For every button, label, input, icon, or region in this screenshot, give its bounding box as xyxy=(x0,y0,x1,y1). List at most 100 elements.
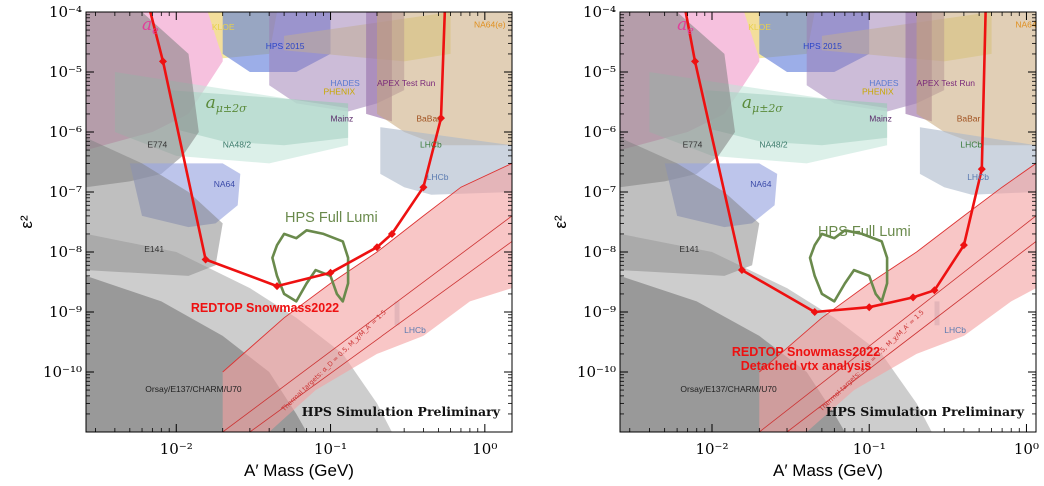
left-full-lumi-label: HPS Full Lumi xyxy=(285,210,378,226)
left-region-label: HPS 2015 xyxy=(266,41,305,51)
left-g2-label: aμ±2σ xyxy=(206,93,248,115)
left-region-label: Mainz xyxy=(331,113,354,123)
left-redtop-marker xyxy=(437,114,446,123)
left-ae-label-main: a xyxy=(142,15,152,35)
left-region-label: NA64(e) xyxy=(474,20,506,30)
left-region-label: APEX Test Run xyxy=(377,78,436,88)
left-ae-label: ae xyxy=(142,15,159,37)
right-thermal-edge-upper xyxy=(759,163,1036,373)
right-babar-region xyxy=(916,12,1036,146)
left-region-label: NA48/2 xyxy=(223,140,252,150)
right-full-lumi-contour xyxy=(808,229,889,303)
right-redtop-line xyxy=(684,12,987,314)
left-region-label: NA64 xyxy=(214,179,236,189)
left-ylabel: ε² xyxy=(17,215,36,229)
right-ytick-label: 10⁻⁷ xyxy=(583,183,616,201)
right-ytick-label: 10⁻⁹ xyxy=(583,303,616,321)
right-redtop-marker xyxy=(959,241,968,250)
right-preliminary-label: HPS Simulation Preliminary xyxy=(826,404,1025,419)
right-ylabel: ε² xyxy=(551,215,570,229)
left-thermal-edge-upper xyxy=(222,162,512,373)
right-ae-label: ae xyxy=(677,15,694,37)
left-e774-region xyxy=(86,12,199,188)
left-redtop-marker xyxy=(201,255,210,264)
left-ytick-label: 10⁻⁸ xyxy=(49,243,82,261)
right-region-label: Orsay/E137/CHARM/U70 xyxy=(680,384,777,394)
left-region-label: KLOE xyxy=(212,22,235,32)
left-g2-label-main: a xyxy=(206,93,216,113)
left-ytick-label: 10⁻⁵ xyxy=(49,63,82,81)
right-redtop-marker xyxy=(691,57,700,66)
left-preliminary-label: HPS Simulation Preliminary xyxy=(302,404,501,419)
left-babar-region xyxy=(377,12,512,146)
right-region-label: NA48/2 xyxy=(759,140,788,150)
left-g2-label-sub: μ±2σ xyxy=(216,102,247,115)
right-region-label: E141 xyxy=(679,244,699,254)
left-ytick-label: 10⁻⁴ xyxy=(49,3,82,21)
left-redtop-marker xyxy=(326,268,335,277)
right-region-label: PHENIX xyxy=(862,87,894,97)
right-redtop-marker xyxy=(909,293,918,302)
right-region-label: NA64(e) xyxy=(1015,20,1044,30)
left-region-label: Orsay/E137/CHARM/U70 xyxy=(145,384,242,394)
left-redtop-line xyxy=(149,12,447,288)
left-redtop-marker xyxy=(273,282,282,291)
right-xtick-label: 10⁻² xyxy=(695,440,728,458)
left-thermal-band xyxy=(222,163,512,432)
left-region-label: LHCb xyxy=(427,172,449,182)
right-region-label: BaBar xyxy=(957,113,981,123)
right-region-label: HPS 2015 xyxy=(803,41,842,51)
left-region-label: E774 xyxy=(147,140,167,150)
left-xtick-label: 10⁻¹ xyxy=(314,440,347,458)
left-redtop-label: REDTOP Snowmass2022 xyxy=(191,301,339,315)
right-frame xyxy=(619,11,1037,433)
right-region-label: Mainz xyxy=(869,113,892,123)
left-mainz-region xyxy=(269,12,405,112)
left-region-label: HADES xyxy=(331,78,361,88)
right-g2-label-sub: μ±2σ xyxy=(752,102,783,115)
right-region-label: HADES xyxy=(869,78,899,88)
left-region-label: PHENIX xyxy=(323,87,355,97)
right-e774-region xyxy=(620,12,735,188)
left-ytick-label: 10⁻⁹ xyxy=(49,303,82,321)
left-frame xyxy=(85,11,513,433)
right-ytick-label: 10⁻⁸ xyxy=(583,243,616,261)
right-redtop-label: Detached vtx analysis xyxy=(741,359,872,373)
left-region-label: LHCb xyxy=(420,140,442,150)
right-g2-label-main: a xyxy=(742,93,752,113)
right-full-lumi-label: HPS Full Lumi xyxy=(818,224,911,240)
left-redtop-marker xyxy=(372,243,381,252)
left-xlabel: A′ Mass (GeV) xyxy=(244,461,354,480)
right-mainz-region xyxy=(806,12,945,112)
right-redtop-marker xyxy=(737,266,746,275)
left-region-label: LHCb xyxy=(404,325,426,335)
right-ytick-label: 10⁻⁵ xyxy=(583,63,616,81)
right-ae-label-main: a xyxy=(677,15,687,35)
right-ytick-label: 10⁻⁶ xyxy=(583,123,616,141)
right-redtop-marker xyxy=(977,165,986,174)
right-region-label: APEX Test Run xyxy=(917,78,976,88)
left-region-label: BaBar xyxy=(416,113,440,123)
left-full-lumi-contour xyxy=(271,229,350,303)
left-thermal-line-1 xyxy=(222,215,512,432)
right-redtop-marker xyxy=(930,286,939,295)
left-ytick-label: 10⁻⁷ xyxy=(49,183,82,201)
left-xtick-label: 10⁰ xyxy=(472,440,497,458)
right-region-label: KLOE xyxy=(748,22,771,32)
left-region-label: E141 xyxy=(144,244,164,254)
left-redtop-marker xyxy=(158,57,167,66)
right-thermal-line-2 xyxy=(786,241,1036,432)
right-lhcb-region xyxy=(919,127,1036,195)
right-ae-label-sub: e xyxy=(687,24,694,37)
right-ytick-label: 10⁻⁴ xyxy=(583,3,616,21)
right-e141-region xyxy=(620,137,760,276)
left-redtop-marker xyxy=(387,229,396,238)
right-redtop-marker xyxy=(865,303,874,312)
left-ae-label-sub: e xyxy=(152,24,159,37)
left-xtick-label: 10⁻² xyxy=(160,440,193,458)
